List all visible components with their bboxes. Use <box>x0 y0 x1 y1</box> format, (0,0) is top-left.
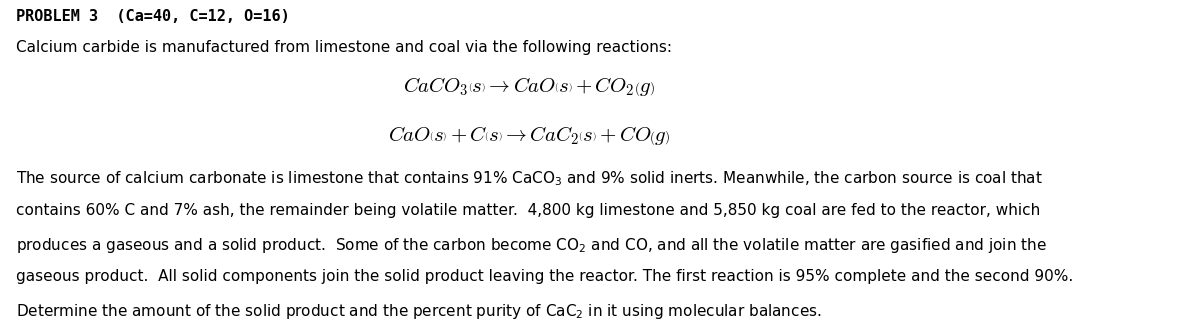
Text: PROBLEM 3  (Ca=40, C=12, O=16): PROBLEM 3 (Ca=40, C=12, O=16) <box>16 9 289 24</box>
Text: The source of calcium carbonate is limestone that contains 91% CaCO$_3$ and 9% s: The source of calcium carbonate is limes… <box>16 170 1043 189</box>
Text: produces a gaseous and a solid product.  Some of the carbon become CO$_2$ and CO: produces a gaseous and a solid product. … <box>16 236 1046 255</box>
Text: Determine the amount of the solid product and the percent purity of CaC$_2$ in i: Determine the amount of the solid produc… <box>16 302 822 319</box>
Text: $CaO\left(s\right) + C\left(s\right) \rightarrow CaC_2\left(s\right) + CO\left(g: $CaO\left(s\right) + C\left(s\right) \ri… <box>388 124 671 147</box>
Text: gaseous product.  All solid components join the solid product leaving the reacto: gaseous product. All solid components jo… <box>16 269 1073 284</box>
Text: Calcium carbide is manufactured from limestone and coal via the following reacti: Calcium carbide is manufactured from lim… <box>16 40 672 55</box>
Text: $CaCO_3\left(s\right) \rightarrow CaO\left(s\right) + CO_2\left(g\right)$: $CaCO_3\left(s\right) \rightarrow CaO\le… <box>403 75 655 98</box>
Text: contains 60% C and 7% ash, the remainder being volatile matter.  4,800 kg limest: contains 60% C and 7% ash, the remainder… <box>16 203 1040 218</box>
